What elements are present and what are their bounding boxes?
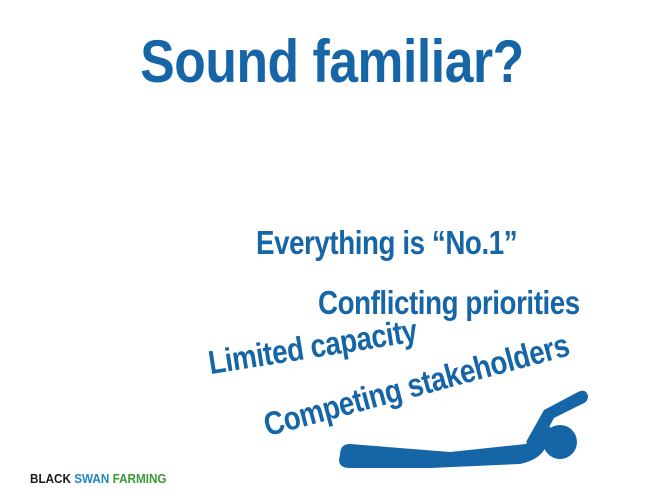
brand-logo: BLACK SWAN FARMING [30, 471, 167, 487]
fallen-person-icon [339, 390, 588, 468]
slide-title: Sound familiar? [140, 28, 524, 95]
brand-word-farming: FARMING [112, 471, 167, 486]
phrase-everything-no1: Everything is “No.1” [256, 224, 518, 261]
brand-word-black: BLACK [30, 471, 71, 486]
brand-word-swan: SWAN [74, 471, 110, 486]
phrase-conflicting-priorities: Conflicting priorities [318, 284, 580, 321]
